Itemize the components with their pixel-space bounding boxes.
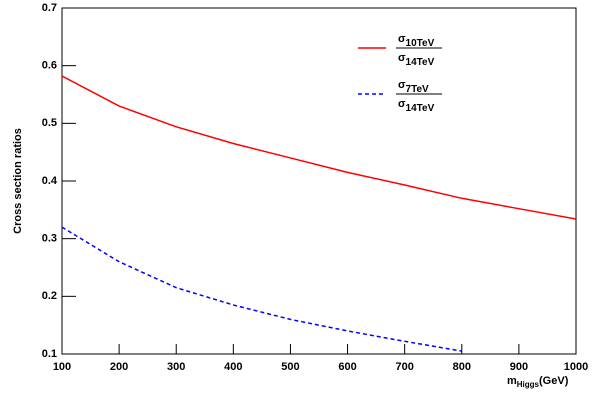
x-label-sub: Higgs (517, 380, 540, 389)
series-line (62, 75, 576, 220)
y-tick-label: 0.7 (42, 2, 57, 14)
legend-numerator: σ7TeV (398, 79, 429, 95)
x-tick-label: 400 (224, 361, 242, 373)
y-tick-label: 0.2 (42, 290, 57, 302)
legend-sub: 14TeV (406, 57, 435, 68)
legend-denominator: σ14TeV (398, 98, 435, 114)
x-tick-label: 300 (167, 361, 185, 373)
legend-numerator: σ10TeV (398, 33, 435, 49)
legend-sub: 10TeV (406, 38, 435, 49)
legend-sigma: σ (398, 98, 406, 110)
x-tick-label: 700 (395, 361, 413, 373)
x-label-unit: (GeV) (539, 375, 569, 387)
x-tick-label: 500 (281, 361, 299, 373)
legend-sub: 14TeV (406, 103, 435, 114)
x-tick-label: 600 (338, 361, 356, 373)
series-line (62, 226, 462, 352)
plot-frame (61, 7, 577, 355)
x-axis-label: mHiggs(GeV) (507, 375, 569, 389)
x-label-main: m (507, 375, 517, 387)
legend-sub: 7TeV (406, 84, 429, 95)
legend-sigma: σ (398, 79, 406, 91)
x-tick-label: 200 (110, 361, 128, 373)
y-tick-label: 0.1 (42, 348, 57, 360)
y-tick-label: 0.4 (42, 175, 58, 187)
x-tick-label: 900 (510, 361, 528, 373)
legend-denominator: σ14TeV (398, 52, 435, 68)
x-tick-label: 800 (453, 361, 471, 373)
y-tick-label: 0.6 (42, 60, 57, 72)
y-tick-label: 0.3 (42, 233, 57, 245)
legend-sigma: σ (398, 52, 406, 64)
x-tick-label: 1000 (564, 361, 588, 373)
x-tick-label: 100 (53, 361, 71, 373)
legend-sigma: σ (398, 33, 406, 45)
y-axis-label: Cross section ratios (12, 128, 24, 234)
y-tick-label: 0.5 (42, 117, 57, 129)
